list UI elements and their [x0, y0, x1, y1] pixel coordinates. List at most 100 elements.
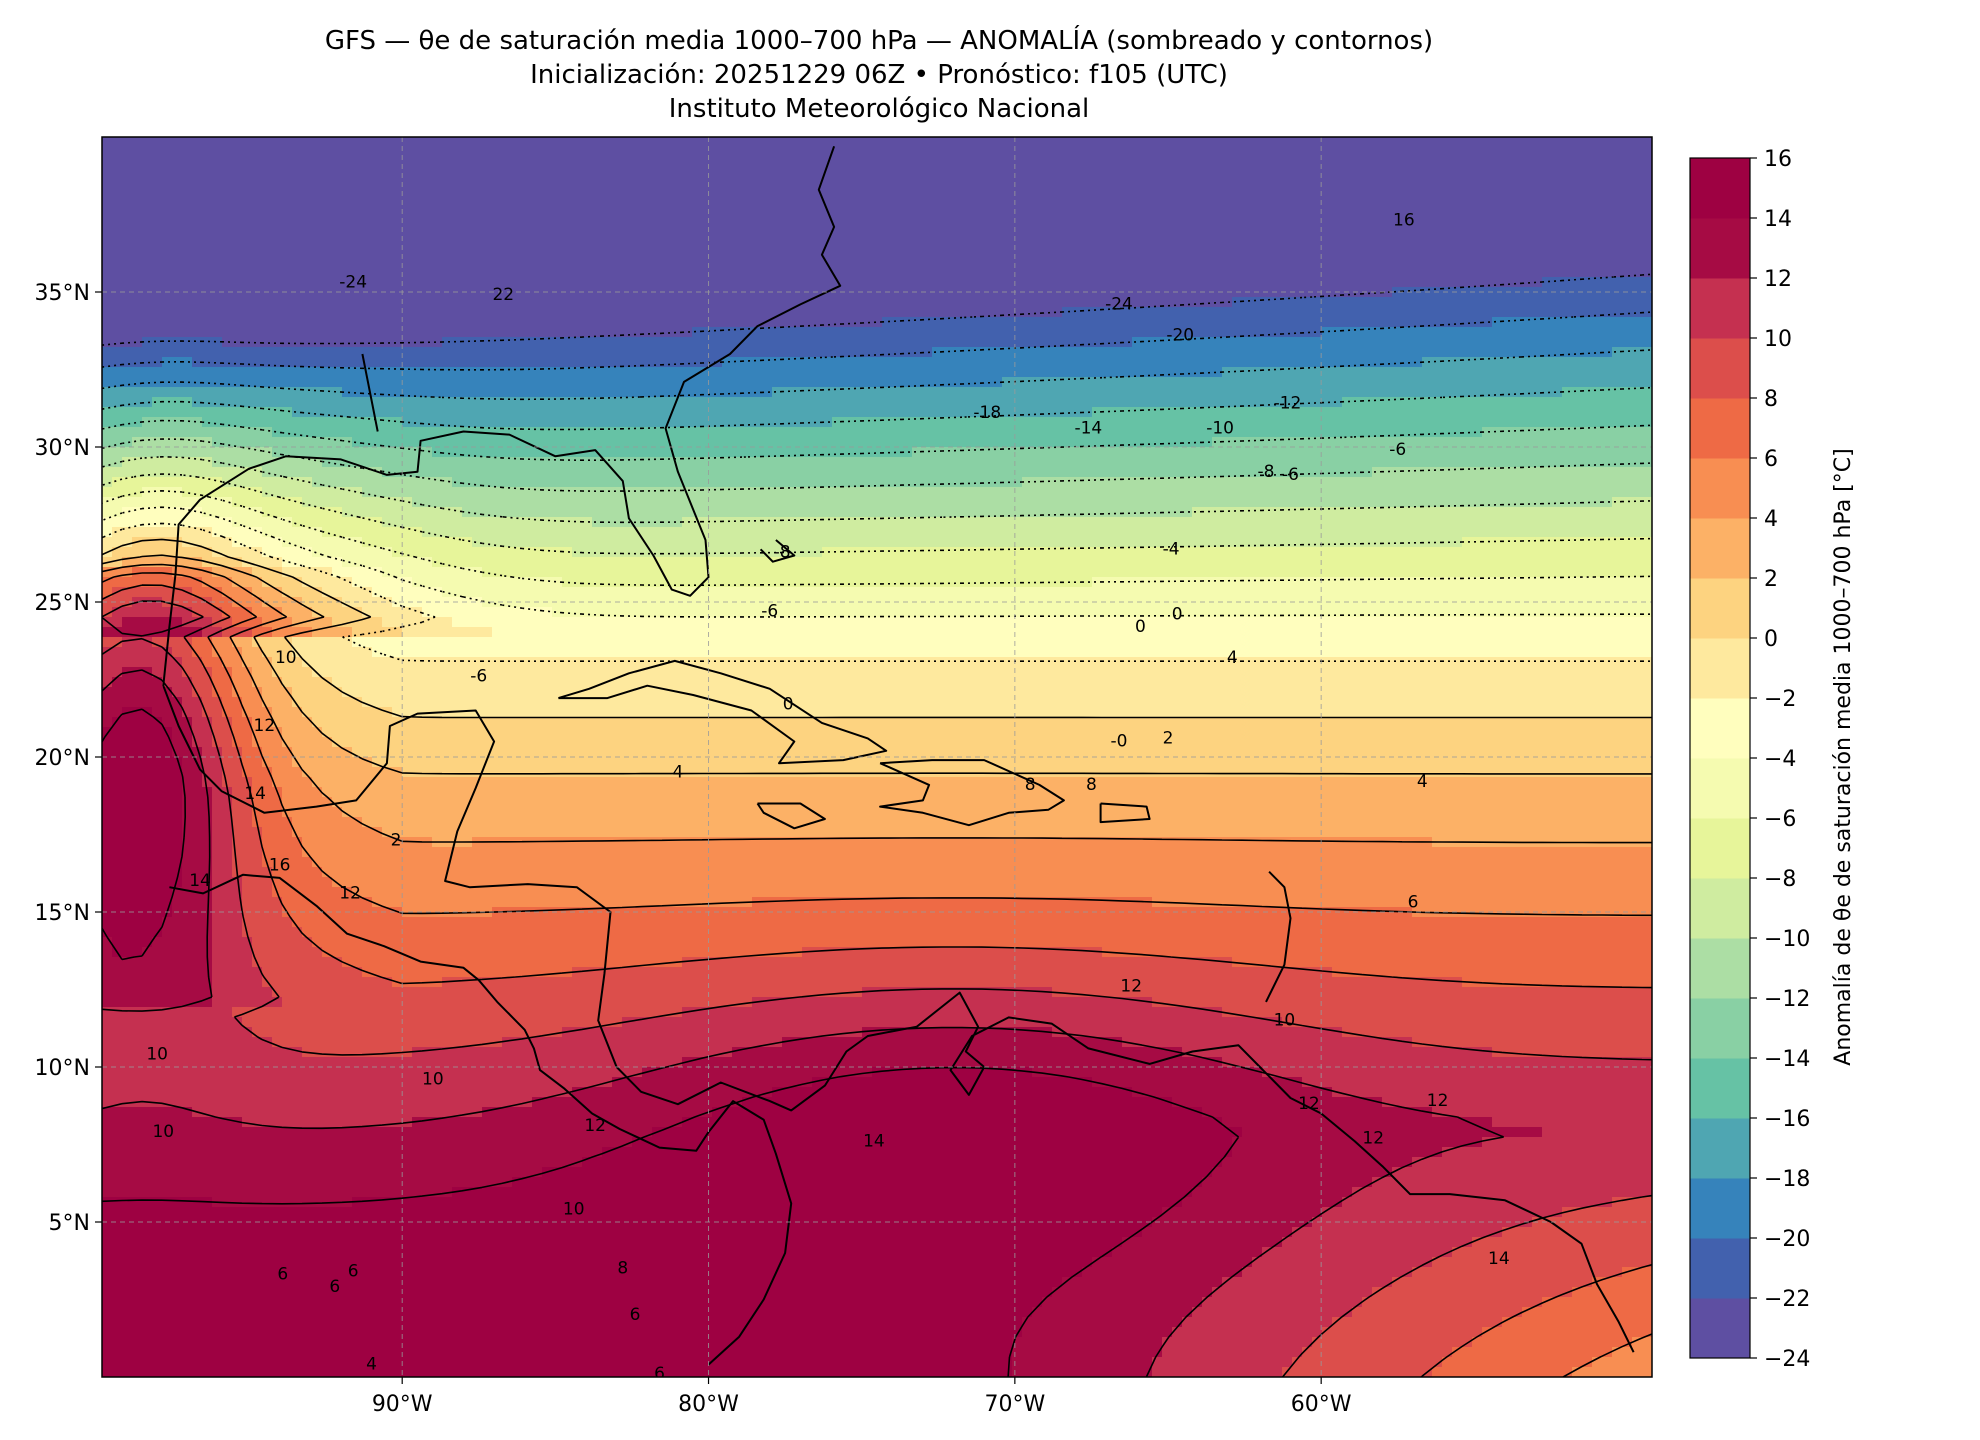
- colorbar-segment: [1690, 938, 1750, 999]
- contour-label: 10: [563, 1200, 585, 1220]
- colorbar-tick-label: 2: [1764, 567, 1778, 592]
- colorbar-segment: [1690, 278, 1750, 339]
- contour-label: 14: [189, 871, 211, 891]
- contour-label: 6: [654, 1364, 665, 1384]
- contour-label: 12: [1298, 1094, 1320, 1114]
- contour-label: 12: [254, 716, 276, 736]
- colorbar-segment: [1690, 1058, 1750, 1119]
- contour-label: 6: [1408, 893, 1419, 913]
- contour-line: [102, 506, 1652, 618]
- colorbar-tick-label: −24: [1764, 1347, 1810, 1372]
- contour-label: 12: [1120, 976, 1142, 996]
- latitude-tick-label: 5°N: [49, 1211, 90, 1236]
- contour-label: 12: [1427, 1091, 1449, 1111]
- contour-label: 0: [1172, 604, 1183, 624]
- contour-line: [102, 348, 1652, 401]
- colorbar-segment: [1690, 758, 1750, 819]
- contour-label: 22: [492, 285, 514, 305]
- colorbar-tick-label: −10: [1764, 927, 1810, 952]
- colorbar-segment: [1690, 1178, 1750, 1239]
- contour-label: -18: [973, 403, 1001, 423]
- colorbar-segment: [1690, 1118, 1750, 1179]
- contour-line: [102, 572, 1652, 1377]
- contour-label: 8: [1025, 775, 1036, 795]
- contour-label: 6: [630, 1305, 641, 1325]
- map-subtitle-init: Inicialización: 20251229 06Z • Pronóstic…: [530, 60, 1228, 90]
- colorbar-tick-label: −2: [1764, 687, 1796, 712]
- latitude-tick-label: 10°N: [35, 1056, 90, 1081]
- colorbar-tick-label: −8: [1764, 867, 1796, 892]
- colorbar-segment: [1690, 818, 1750, 879]
- contour-label: 4: [1417, 772, 1428, 792]
- coastline: [558, 659, 888, 765]
- contour-label: -8: [774, 542, 791, 562]
- coastlines: [162, 145, 1635, 1366]
- coastline: [169, 873, 793, 1366]
- contour-label: 14: [863, 1131, 885, 1151]
- map-subtitle-agency: Instituto Meteorológico Nacional: [668, 94, 1090, 124]
- colorbar-segment: [1690, 398, 1750, 459]
- latitude-tick-label: 20°N: [35, 746, 90, 771]
- map-title-block: GFS — θe de saturación media 1000–700 hP…: [0, 24, 1758, 126]
- colorbar-tick-label: −18: [1764, 1167, 1810, 1192]
- contour-label: -10: [1206, 418, 1234, 438]
- colorbar-segment: [1690, 698, 1750, 759]
- contour-line: [102, 600, 1652, 1377]
- contour-label: 12: [584, 1116, 606, 1136]
- colorbar-segment: [1690, 458, 1750, 519]
- contour-label: 6: [348, 1262, 359, 1282]
- coastline: [361, 353, 379, 432]
- contour-label: 2: [391, 831, 402, 851]
- colorbar-tick-label: 10: [1764, 327, 1792, 352]
- coastline: [756, 802, 826, 830]
- colorbar-segment: [1690, 578, 1750, 639]
- contour-label: 10: [275, 648, 297, 668]
- latitude-ticks: 35°N 30°N 25°N 20°N 15°N 10°N 5°N: [35, 281, 102, 1236]
- contour-label: -6: [761, 601, 778, 621]
- coastline: [759, 539, 796, 563]
- latitude-tick-label: 25°N: [35, 591, 90, 616]
- contour-label: -4: [1163, 539, 1180, 559]
- colorbar-tick-label: 14: [1764, 207, 1792, 232]
- contour-label: 0: [783, 694, 794, 714]
- contour-label: -8: [1258, 462, 1275, 482]
- contour-label: 8: [1086, 775, 1097, 795]
- contour-label: 6: [329, 1277, 340, 1297]
- contour-label: 12: [339, 883, 361, 903]
- longitude-ticks: 90°W 80°W 70°W 60°W: [372, 1377, 1352, 1417]
- colorbar-segment: [1690, 338, 1750, 399]
- longitude-tick-label: 60°W: [1291, 1392, 1352, 1417]
- contour-line: [102, 563, 1652, 844]
- contour-label: 2: [1163, 728, 1174, 748]
- contour-label: 12: [1362, 1128, 1384, 1148]
- contour-label: -12: [1274, 394, 1302, 414]
- contour-label: 0: [1135, 617, 1146, 637]
- contour-label: -20: [1166, 325, 1194, 345]
- contour-label: 16: [1393, 211, 1415, 231]
- contour-label: 10: [1274, 1011, 1296, 1031]
- contour-label: 14: [244, 784, 266, 804]
- colorbar-segment: [1690, 998, 1750, 1059]
- colorbar: [1689, 157, 1751, 1359]
- contour-label: -6: [470, 666, 487, 686]
- contour-label: 16: [269, 856, 291, 876]
- contour-label: -24: [339, 273, 367, 293]
- colorbar-tick-label: 4: [1764, 507, 1778, 532]
- colorbar-tick-label: −16: [1764, 1107, 1810, 1132]
- latitude-tick-label: 35°N: [35, 281, 90, 306]
- colorbar-tick-label: −22: [1764, 1287, 1810, 1312]
- longitude-tick-label: 80°W: [678, 1392, 739, 1417]
- colorbar-tick-label: −6: [1764, 807, 1796, 832]
- colorbar-tick-label: 12: [1764, 267, 1792, 292]
- colorbar-segment: [1690, 878, 1750, 939]
- colorbar-tick-label: 16: [1764, 147, 1792, 172]
- colorbar-ticks: 16 14 12 10 8 6 4 2 0 −2 −4 −6 −8 −10 −12 −14 −16 −18 −20 −…: [1750, 147, 1810, 1372]
- contour-line: [102, 708, 1240, 1377]
- latitude-tick-label: 15°N: [35, 901, 90, 926]
- contour-label: -0: [1111, 732, 1128, 752]
- colorbar-segment: [1690, 1298, 1750, 1359]
- contour-label: 4: [672, 763, 683, 783]
- colorbar-segment: [1690, 1238, 1750, 1299]
